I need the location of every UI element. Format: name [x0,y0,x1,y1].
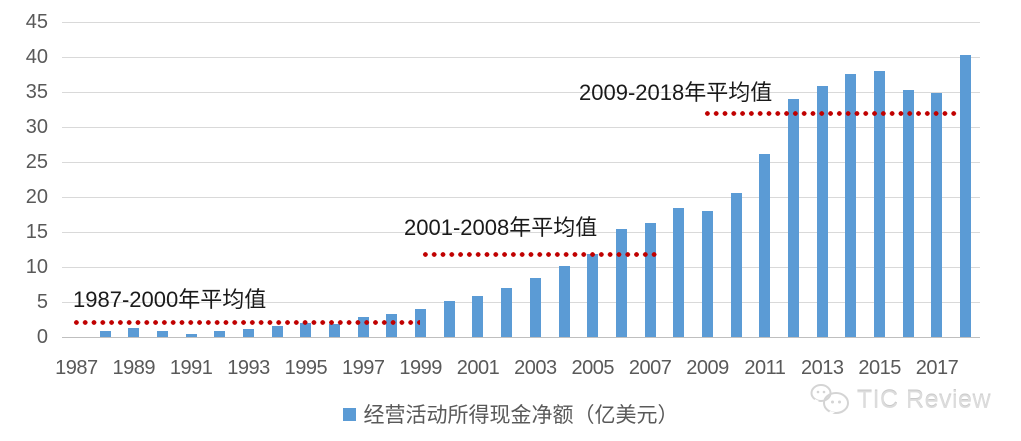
y-axis-tick-45: 45 [25,11,48,33]
gridline-30 [62,127,980,128]
bar-1997 [357,317,369,337]
x-axis-tick-1997: 1997 [341,357,385,379]
bar-2014 [845,73,857,337]
bar-1998 [386,313,398,337]
bar-2009 [701,211,713,337]
gridline-45 [62,22,980,23]
watermark-text: TIC Review [856,385,991,414]
average-label-3: 2009-2018年平均值 [579,80,773,105]
x-axis-tick-1993: 1993 [227,357,270,379]
legend-marker [342,407,356,421]
bar-1988 [99,330,111,337]
x-axis-tick-2009: 2009 [686,357,729,379]
y-axis-tick-0: 0 [36,326,48,348]
x-axis-tick-2005: 2005 [571,357,614,379]
x-axis-tick-2011: 2011 [744,357,786,379]
bar-2003 [529,278,541,337]
x-axis-tick-1995: 1995 [284,357,328,379]
bar-1989 [128,327,140,337]
bar-2005 [587,253,599,337]
bar-2001 [472,295,484,337]
y-axis-tick-40: 40 [25,46,48,68]
bar-2004 [558,265,570,337]
x-axis-tick-1999: 1999 [399,357,442,379]
bar-2013 [816,86,828,337]
x-axis-tick-1991: 1991 [169,357,213,379]
bar-2007 [644,222,656,337]
bar-2017 [931,92,943,337]
wechat-icon [810,384,849,416]
gridline-10 [62,267,980,268]
gridline-25 [62,162,980,163]
gridline-0 [62,337,980,338]
legend: 经营活动所得现金净额（亿美元） [0,398,1021,430]
legend-label: 经营活动所得现金净额（亿美元） [363,404,679,427]
bar-2006 [615,229,627,337]
average-line-3 [703,111,958,116]
x-axis-tick-1987: 1987 [55,357,98,379]
y-axis-tick-15: 15 [25,221,48,243]
bar-2002 [501,288,513,337]
bar-1993 [242,329,254,337]
x-axis-tick-2001: 2001 [456,357,500,379]
bar-2008 [673,207,685,337]
bar-2015 [874,71,886,337]
bar-1994 [271,325,283,337]
x-axis-tick-2017: 2017 [915,357,959,379]
gridline-20 [62,197,980,198]
bar-1991 [185,334,197,337]
y-axis-tick-35: 35 [25,81,48,103]
y-axis-tick-20: 20 [25,186,48,208]
bar-2018 [960,54,972,337]
bar-2012 [788,99,800,337]
bar-2016 [902,89,914,337]
y-axis-tick-10: 10 [25,256,48,278]
bar-1990 [156,331,168,337]
gridline-15 [62,232,980,233]
x-axis-tick-2013: 2013 [800,357,844,379]
watermark: TIC Review [809,383,991,417]
bar-1999 [415,309,427,337]
gridline-40 [62,57,980,58]
average-label-1: 1987-2000年平均值 [73,287,267,312]
average-line-2 [421,251,658,257]
bar-1995 [300,323,312,337]
x-axis-tick-2003: 2003 [514,357,557,379]
bar-1992 [214,331,226,337]
y-axis-tick-25: 25 [25,151,48,173]
y-axis-tick-30: 30 [25,116,48,138]
bar-1996 [329,323,341,337]
gridline-35 [62,92,980,93]
bar-2011 [759,153,771,337]
y-axis-tick-5: 5 [36,291,48,313]
bar-2010 [730,192,742,337]
gridline-5 [62,302,980,303]
average-line-1 [72,319,420,325]
x-axis-tick-2007: 2007 [628,357,672,379]
x-axis-tick-2015: 2015 [858,357,901,379]
bar-2000 [443,300,455,337]
x-axis-tick-1989: 1989 [112,357,155,379]
average-label-2: 2001-2008年平均值 [404,215,598,240]
